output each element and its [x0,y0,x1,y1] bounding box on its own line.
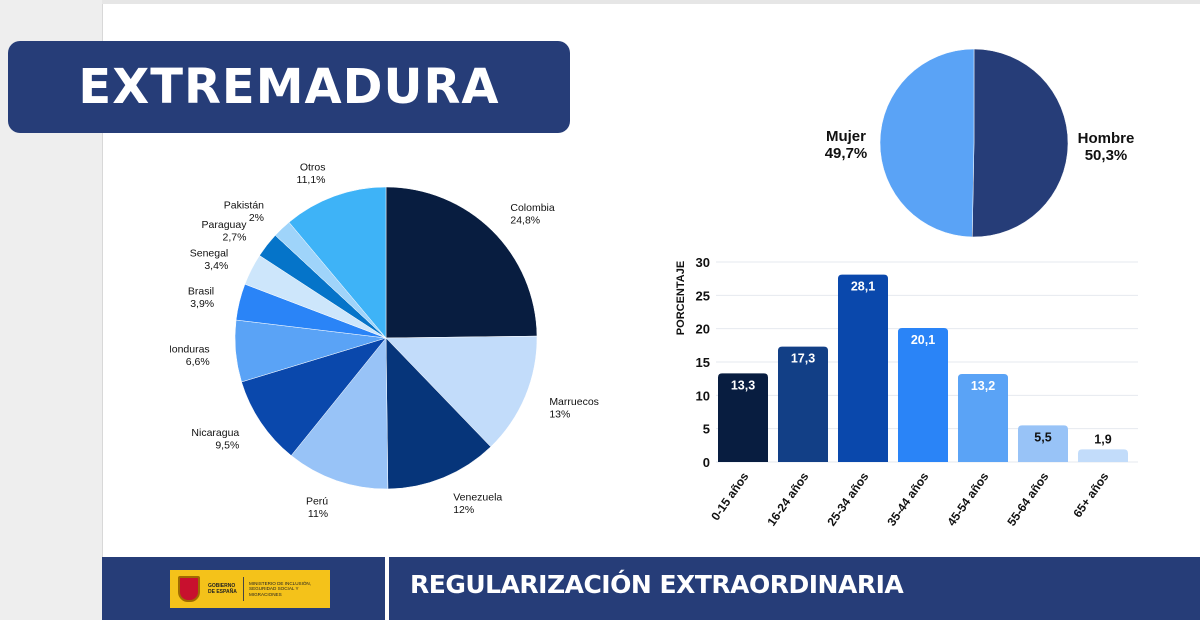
government-logo: GOBIERNO DE ESPAÑA MINISTERIO DE INCLUSI… [170,570,330,608]
gender-label-hombre: Hombre [1078,130,1135,147]
country-value-senegal: 3,4% [204,260,228,272]
country-slice-peru [290,337,389,490]
top-edge [102,0,1200,4]
country-value-peru: 11% [308,508,328,520]
gender-value-hombre: 50,3% [1085,147,1128,164]
country-value-venezuela: 12% [453,504,474,516]
bar-value-label: 1,9 [1094,432,1111,446]
y-tick-label: 30 [696,255,710,270]
age-bar-chart: 0 5 10 15 20 25 30 PORCENTAJE 13,3 17,3 28,1 20,1… [675,255,1138,529]
country-slice-nicaragua [241,337,387,456]
bar-45-54-a-os [958,374,1008,462]
y-tick-label: 25 [696,288,710,303]
bar-65+-a-os [1078,449,1128,462]
x-tick-label: 35-44 años [884,469,931,528]
country-slice-otros [288,186,387,339]
gender-slice-mujer [879,48,975,238]
footer-title: REGULARIZACIÓN EXTRAORDINARIA [410,570,904,599]
country-label-otros: Otros [300,162,326,174]
bar-0-15-a-os [718,373,768,462]
country-value-paraguay: 2,7% [223,232,247,244]
country-label-brasil: Brasil [188,286,214,298]
bar-value-label: 13,2 [971,379,995,393]
country-label-senegal: Senegal [190,248,229,260]
page-title: EXTREMADURA [78,59,500,115]
bar-16-24-a-os [778,346,828,462]
country-slice-marruecos [385,335,538,448]
y-tick-label: 15 [696,355,710,370]
country-label-peru: Perú [306,495,328,507]
country-label-honduras: Honduras [170,344,210,356]
country-label-marruecos: Marruecos [549,396,599,408]
country-slice-venezuela [385,337,492,490]
bar-value-label: 13,3 [731,378,755,392]
gender-slice-hombre [971,48,1069,238]
y-tick-label: 0 [703,455,710,470]
gender-label-mujer: Mujer [826,128,866,145]
country-label-pakistan: Pakistán [224,200,264,212]
x-tick-label: 65+ años [1070,469,1111,520]
logo-ministry-text: MINISTERIO DE INCLUSIÓN, SEGURIDAD SOCIA… [249,580,312,597]
country-label-colombia: Colombia [510,202,555,214]
y-axis-label: PORCENTAJE [675,261,687,335]
country-label-paraguay: Paraguay [202,219,248,231]
country-value-nicaragua: 9,5% [215,440,239,452]
y-tick-label: 20 [696,322,710,337]
country-value-marruecos: 13% [549,409,570,421]
bar-value-label: 17,3 [791,352,815,366]
bar-35-44-a-os [898,328,948,462]
country-value-otros: 11,1% [297,174,326,186]
y-tick-label: 5 [703,422,710,437]
bar-55-64-a-os [1018,425,1068,462]
logo-government-text: GOBIERNO DE ESPAÑA [208,583,237,595]
y-tick-label: 10 [696,388,710,403]
bar-25-34-a-os [838,274,888,462]
bar-value-label: 28,1 [851,280,875,294]
coat-of-arms-icon [178,576,200,602]
logo-separator [243,577,244,601]
title-banner: EXTREMADURA [8,41,570,133]
country-value-brasil: 3,9% [190,298,214,310]
footer-divider [385,557,389,620]
bar-value-label: 20,1 [911,333,935,347]
x-tick-label: 16-24 años [764,469,811,528]
x-tick-label: 45-54 años [944,469,991,528]
gender-value-mujer: 49,7% [825,145,868,162]
x-tick-label: 25-34 años [824,469,871,528]
country-slice-colombia [385,186,538,339]
country-label-nicaragua: Nicaragua [191,427,239,439]
country-value-honduras: 6,6% [186,356,210,368]
x-tick-label: 55-64 años [1004,469,1051,528]
country-value-colombia: 24,8% [510,215,540,227]
country-label-venezuela: Venezuela [453,492,502,504]
x-tick-label: 0-15 años [708,469,751,523]
bar-value-label: 5,5 [1034,430,1051,444]
country-value-pakistan: 2% [249,212,264,224]
